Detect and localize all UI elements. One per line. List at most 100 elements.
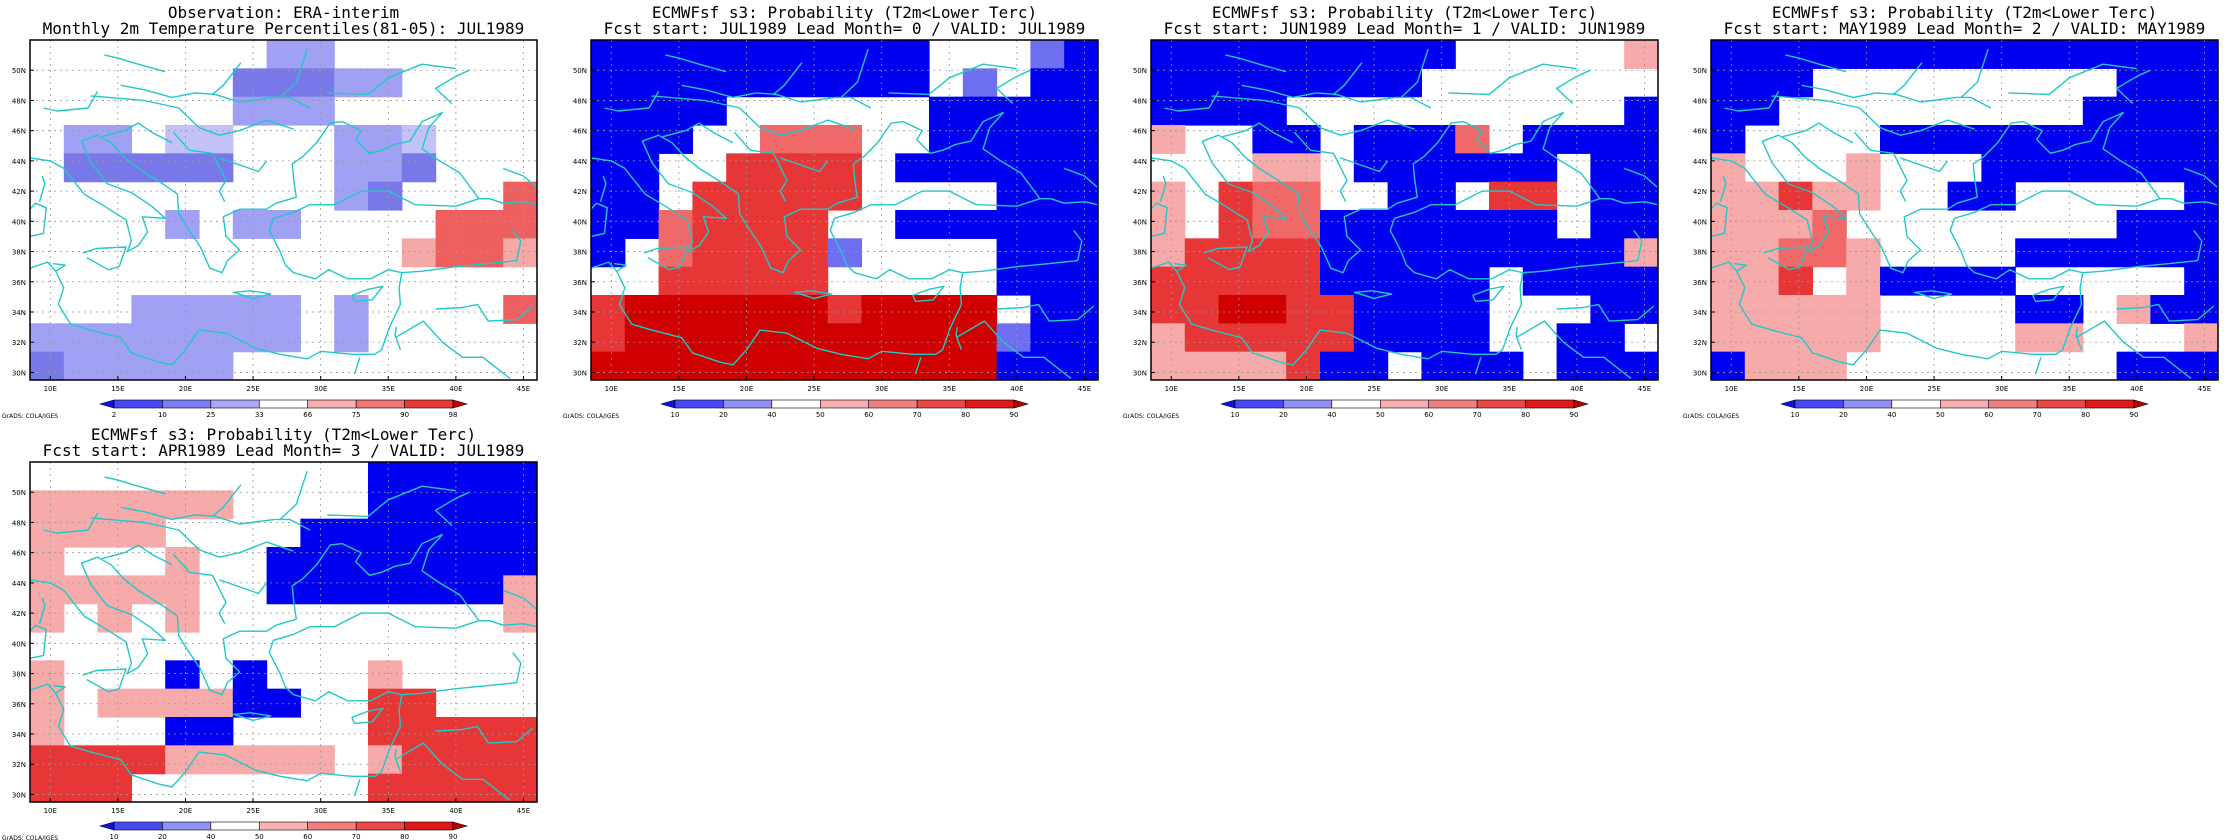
- grid-cell: [996, 238, 1031, 268]
- grid-cell: [827, 238, 862, 268]
- color-bar-label: 40: [206, 833, 215, 840]
- grid-cell: [692, 238, 727, 268]
- lat-label: 48N: [12, 519, 26, 527]
- grid-cell: [2184, 295, 2218, 324]
- grid-cell: [2116, 96, 2151, 126]
- grid-cell: [1913, 125, 1949, 154]
- grid-cell: [199, 295, 234, 324]
- grid-cell: [435, 238, 470, 268]
- grid-cell: [1522, 181, 1558, 211]
- color-bar-label: 10: [1791, 411, 1800, 419]
- grid-cell: [1030, 181, 1065, 211]
- color-bar-label: 70: [913, 411, 922, 419]
- grid-cell: [726, 210, 761, 239]
- grid-cell: [726, 181, 761, 211]
- grid-cell: [401, 462, 437, 491]
- coastline: [996, 303, 1095, 322]
- grid-cell: [1184, 238, 1220, 268]
- grid-cell: [1778, 266, 1813, 296]
- grid-cell: [63, 490, 99, 520]
- lat-label: 44N: [12, 158, 26, 166]
- coastline: [2008, 63, 2137, 96]
- lat-label: 36N: [573, 279, 587, 287]
- lon-label: 30E: [314, 385, 327, 393]
- panel-subtitle: Fcst start: JUN1989 Lead Month= 1 / VALI…: [1164, 19, 1646, 38]
- color-bar: 10 20 40 50 60 70 80 90: [1219, 399, 1590, 419]
- color-bar-label: 80: [400, 833, 409, 840]
- grid-cell: [368, 518, 403, 548]
- grid-cell: [624, 125, 660, 154]
- grid-cell: [1880, 40, 1915, 69]
- grid-cell: [1353, 210, 1389, 239]
- grid-cell: [726, 40, 761, 69]
- grid-cell: [469, 462, 504, 491]
- grid-cell: [165, 717, 200, 746]
- lat-label: 46N: [1693, 128, 1707, 136]
- coastline: [172, 553, 227, 625]
- grid-cell: [1286, 125, 1321, 154]
- coastline: [120, 506, 311, 531]
- grid-cell: [1353, 40, 1389, 69]
- grid-cell: [1064, 323, 1098, 353]
- grid-cell: [1030, 125, 1065, 154]
- lon-label: 10E: [1725, 385, 1738, 393]
- grid-cell: [435, 745, 470, 775]
- lat-label: 38N: [12, 671, 26, 679]
- grid-cell: [793, 68, 829, 98]
- coastline: [1801, 84, 1992, 109]
- grid-cell: [2184, 68, 2218, 98]
- grid-cell: [1455, 323, 1490, 353]
- lat-label: 40N: [1693, 218, 1707, 226]
- grid-cell: [2049, 40, 2084, 69]
- grid-cell: [1624, 125, 1658, 154]
- grid-cell: [2082, 153, 2118, 183]
- lat-label: 34N: [573, 309, 587, 317]
- grid-cell: [1387, 40, 1422, 69]
- lat-label: 46N: [12, 128, 26, 136]
- coastline: [1211, 95, 1415, 136]
- grads-credit: GrADS: COLA/IGES: [1683, 413, 1739, 420]
- grid-cell: [658, 266, 693, 296]
- grads-credit: GrADS: COLA/IGES: [2, 413, 58, 420]
- grid-cell: [929, 210, 964, 239]
- lon-label: 20E: [1300, 385, 1313, 393]
- coastline: [888, 63, 1017, 96]
- grid-cell: [165, 210, 200, 239]
- lat-label: 46N: [12, 550, 26, 558]
- grid-cell: [1218, 40, 1253, 69]
- grid-cell: [2116, 295, 2151, 324]
- lon-label: 10E: [44, 385, 57, 393]
- grid-cell: [368, 68, 403, 98]
- lat-label: 30N: [1693, 369, 1707, 377]
- grid-cell: [1744, 295, 1780, 324]
- grid-cell: [1218, 323, 1253, 353]
- grid-cell: [1711, 40, 1746, 69]
- grid-cell: [199, 153, 234, 183]
- grid-cell: [1064, 351, 1098, 380]
- map-area: [591, 40, 1098, 380]
- coastline: [1472, 285, 1505, 303]
- grid-cell: [760, 266, 795, 296]
- grid-cell: [2150, 210, 2185, 239]
- lon-label: 45E: [1078, 385, 1091, 393]
- grid-cell: [692, 210, 727, 239]
- grid-cell: [503, 575, 537, 605]
- grid-cell: [2015, 323, 2050, 353]
- color-bar-label: 60: [1984, 411, 1993, 419]
- grid-cell: [1812, 295, 1847, 324]
- grid-cell: [760, 68, 795, 98]
- grid-cell: [793, 125, 829, 154]
- grid-cell: [793, 323, 829, 353]
- grid-cell: [1218, 238, 1253, 268]
- map-frame: [1150, 39, 1659, 381]
- grid-cell: [63, 575, 99, 605]
- grid-cell: [300, 745, 335, 775]
- color-bar: 10 20 40 50 60 70 80 90: [1779, 399, 2150, 419]
- grid-cell: [1184, 323, 1220, 353]
- coastline: [1333, 62, 1363, 95]
- lon-label: 30E: [1995, 385, 2008, 393]
- grid-cell: [1286, 40, 1321, 69]
- grid-cell: [97, 745, 132, 775]
- grid-cell: [1711, 125, 1746, 154]
- grid-cell: [2150, 40, 2185, 69]
